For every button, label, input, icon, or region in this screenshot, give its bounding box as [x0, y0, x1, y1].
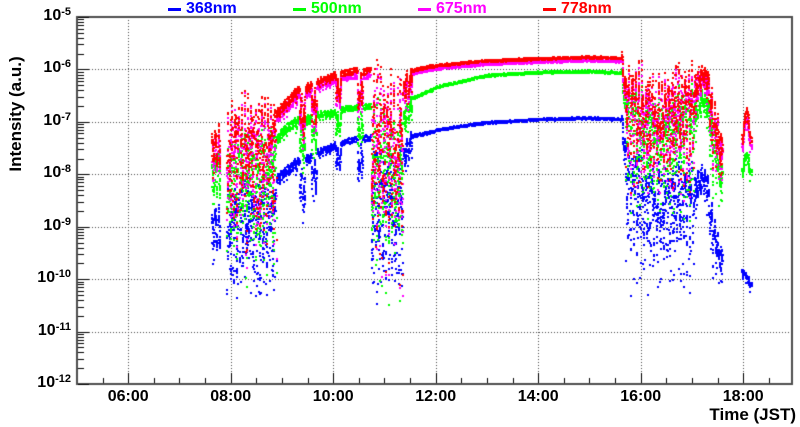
y-tick-label: 10-10 — [37, 268, 71, 287]
legend-label: 500nm — [311, 0, 362, 17]
x-tick-label: 16:00 — [620, 388, 662, 405]
x-tick-label: 12:00 — [415, 388, 457, 405]
y-tick-label: 10-8 — [43, 163, 71, 182]
legend-item-500nm: 500nm — [293, 0, 362, 18]
legend-item-368nm: 368nm — [168, 0, 237, 18]
y-tick-label: 10-11 — [37, 320, 71, 339]
legend-line-marker — [168, 7, 181, 11]
y-tick-label: 10-7 — [43, 110, 71, 129]
x-tick-label: 10:00 — [312, 388, 354, 405]
y-tick-label: 10-9 — [43, 215, 71, 234]
x-axis-title: Time (JST) — [709, 405, 796, 424]
y-tick-label: 10-6 — [43, 58, 71, 77]
x-tick-label: 14:00 — [517, 388, 559, 405]
y-tick-label: 10-12 — [37, 373, 71, 391]
legend-label: 778nm — [561, 0, 612, 17]
legend-label: 368nm — [186, 0, 237, 17]
legend-line-marker — [418, 7, 431, 11]
y-tick-label: 10-5 — [43, 6, 71, 24]
legend-line-marker — [293, 7, 306, 11]
legend-label: 675nm — [436, 0, 487, 17]
x-tick-label: 18:00 — [722, 388, 764, 405]
x-tick-label: 06:00 — [107, 388, 149, 405]
legend-item-675nm: 675nm — [418, 0, 487, 18]
legend-line-marker — [543, 7, 556, 11]
x-tick-label: 08:00 — [210, 388, 252, 405]
legend-item-778nm: 778nm — [543, 0, 612, 18]
